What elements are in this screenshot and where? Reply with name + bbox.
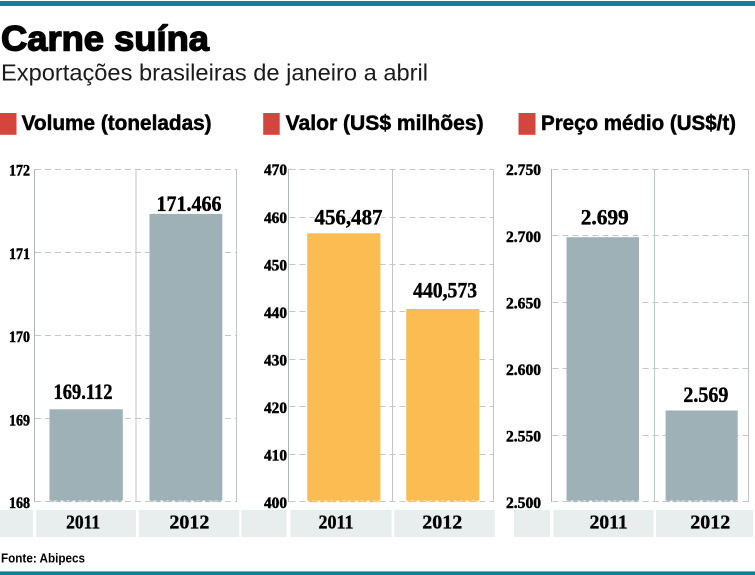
svg-text:169.112: 169.112 [54,379,113,404]
svg-text:440,573: 440,573 [413,278,477,303]
svg-text:2011: 2011 [319,511,354,533]
svg-text:2011: 2011 [66,511,100,533]
svg-text:2.650: 2.650 [506,295,541,312]
svg-text:169.112: 169.112 [54,379,113,404]
svg-text:2.699: 2.699 [581,205,629,230]
svg-text:2.569: 2.569 [683,382,728,407]
svg-text:410: 410 [264,448,287,465]
svg-text:420: 420 [264,400,287,417]
svg-text:456,487: 456,487 [315,205,383,230]
svg-text:460: 460 [264,210,287,227]
svg-text:168: 168 [9,495,30,512]
svg-text:Carne suína: Carne suína [1,20,210,59]
svg-text:2012: 2012 [422,511,462,533]
svg-text:172: 172 [9,163,30,180]
svg-text:400: 400 [264,495,287,512]
svg-text:2011: 2011 [590,511,628,533]
svg-text:Exportações brasileiras de jan: Exportações brasileiras de janeiro a abr… [1,59,428,85]
svg-text:456,487: 456,487 [315,205,383,230]
svg-text:2.550: 2.550 [506,429,541,446]
svg-text:169: 169 [9,412,30,429]
svg-text:171.466: 171.466 [157,191,222,216]
svg-text:Fonte: Abipecs: Fonte: Abipecs [1,552,85,566]
svg-text:440: 440 [264,305,287,322]
svg-text:Volume (toneladas): Volume (toneladas) [22,112,212,135]
svg-text:430: 430 [264,353,287,370]
svg-text:470: 470 [264,162,287,179]
svg-text:2.750: 2.750 [506,162,541,179]
svg-text:Preço médio (US$/t): Preço médio (US$/t) [541,112,736,135]
svg-text:2.700: 2.700 [506,229,541,246]
svg-text:171.466: 171.466 [157,191,222,216]
svg-text:450: 450 [264,257,287,274]
svg-text:2012: 2012 [169,511,209,533]
svg-text:2.699: 2.699 [581,205,629,230]
svg-text:2.600: 2.600 [506,362,541,379]
svg-text:2.569: 2.569 [683,382,728,407]
svg-text:170: 170 [9,329,30,346]
svg-text:Valor (US$ milhões): Valor (US$ milhões) [286,112,484,135]
svg-text:440,573: 440,573 [413,278,477,303]
svg-text:171: 171 [9,246,30,263]
svg-text:2.500: 2.500 [506,495,541,512]
svg-text:2012: 2012 [690,511,730,533]
